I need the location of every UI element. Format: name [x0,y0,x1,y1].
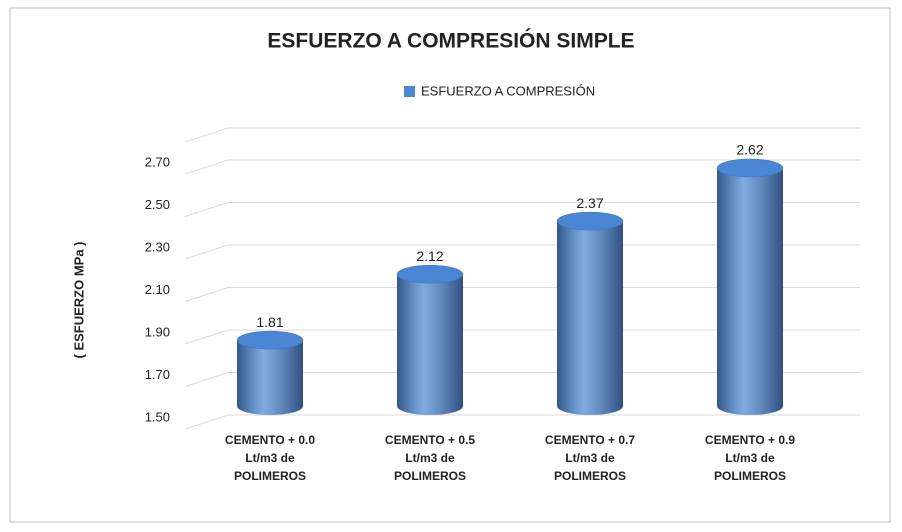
bar-top [396,265,464,284]
data-label: 1.81 [256,314,283,330]
bar-shade [237,340,303,415]
y-tick-label: 2.10 [145,282,170,297]
grid-line [184,202,860,217]
bar-shade [397,274,463,415]
x-tick-label: CEMENTO + 0.7 [545,433,635,447]
bar-shade [717,168,783,415]
x-tick-label: CEMENTO + 0.9 [705,433,795,447]
grid-line [184,329,860,345]
grid-line [184,287,860,302]
bar-top [556,211,624,231]
x-tick-label: POLIMEROS [234,469,306,483]
data-label: 2.62 [736,142,763,158]
data-label: 2.37 [576,195,603,211]
x-tick-label: Lt/m3 de [405,451,455,465]
y-tick-label: 1.50 [145,409,170,424]
grid-line [184,159,860,175]
y-tick-label: 1.90 [145,324,170,339]
grid-line [184,244,860,260]
x-tick-label: Lt/m3 de [245,451,295,465]
x-tick-label: Lt/m3 de [725,451,775,465]
chart-title: ESFUERZO A COMPRESIÓN SIMPLE [267,29,634,53]
grid-line [184,414,860,430]
x-tick-label: CEMENTO + 0.5 [385,433,475,447]
y-tick-label: 2.70 [145,154,170,169]
x-tick-label: CEMENTO + 0.0 [225,433,315,447]
x-tick-label: POLIMEROS [714,469,786,483]
bar-top [716,158,784,178]
bar-top [236,330,304,350]
y-tick-label: 2.30 [145,239,170,254]
y-axis-label: ( ESFUERZO MPa ) [71,241,86,358]
y-tick-label: 1.70 [145,367,170,382]
x-tick-label: POLIMEROS [394,469,466,483]
x-tick-label: POLIMEROS [554,469,626,483]
bar-shade [557,221,623,415]
legend-swatch [404,86,415,97]
y-tick-label: 2.50 [145,197,170,212]
wall-top [184,127,860,143]
legend-label: ESFUERZO A COMPRESIÓN [421,83,595,98]
x-tick-label: Lt/m3 de [565,451,615,465]
data-label: 2.12 [416,248,443,264]
grid-line [184,372,860,387]
